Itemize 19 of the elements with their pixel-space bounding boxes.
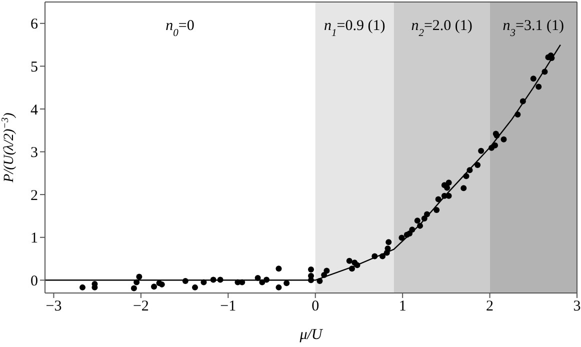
- x-tick-label: 2: [486, 298, 494, 315]
- y-tick-label: 3: [30, 145, 38, 162]
- x-tick-label: −1: [220, 298, 236, 315]
- x-tick-label: −3: [46, 298, 62, 315]
- band-label: n$_{3}$=3.1 (1): [502, 18, 564, 38]
- x-tick-label: −2: [132, 298, 149, 315]
- annotation: n$_{0}$=0: [166, 18, 194, 38]
- x-tick-label: 3: [573, 298, 581, 315]
- y-tick-label: 4: [30, 102, 38, 118]
- band-label: n$_{1}$=0.9 (1): [324, 18, 386, 38]
- y-tick-label: 2: [30, 188, 38, 204]
- y-tick-label: 6: [30, 16, 38, 33]
- y-tick-label: 5: [30, 60, 38, 76]
- x-tick-label: 0: [312, 298, 320, 315]
- x-tick-label: 1: [398, 298, 406, 315]
- x-axis-title: μ/U: [298, 327, 324, 343]
- band-label: n$_{2}$=2.0 (1): [411, 18, 472, 38]
- y-tick-label: 1: [30, 230, 38, 247]
- y-tick-label: 0: [30, 273, 38, 290]
